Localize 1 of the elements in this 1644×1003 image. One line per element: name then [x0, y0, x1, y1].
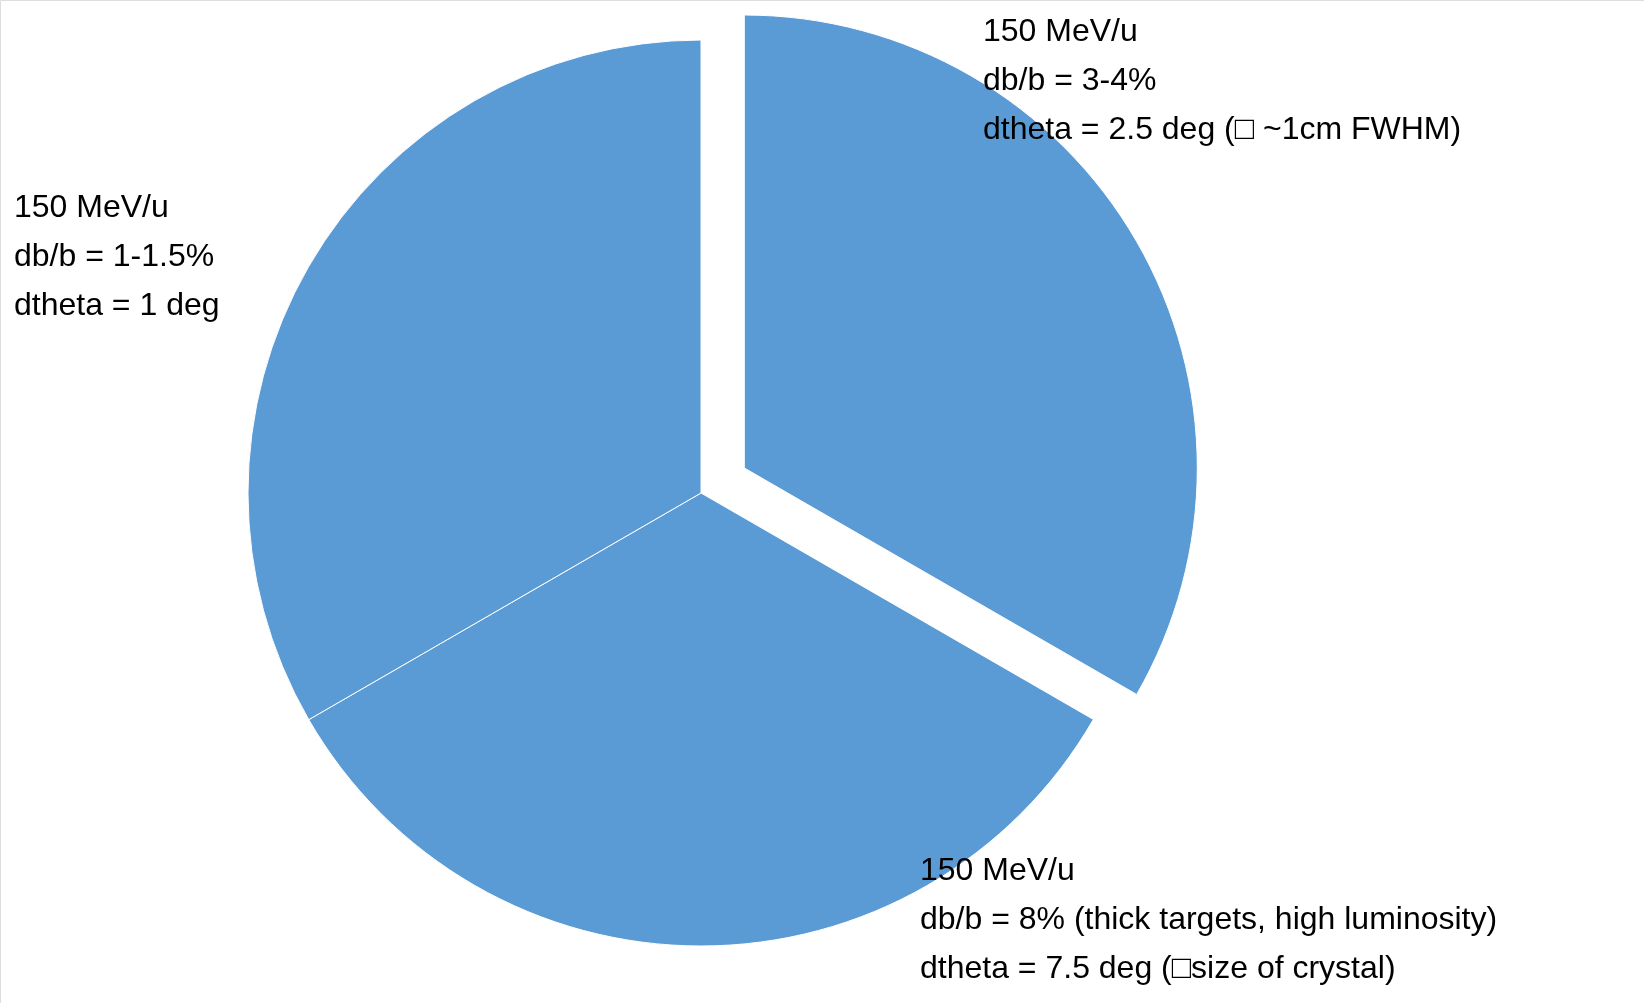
text: 150 MeV/u db/b = 1-1.5% dtheta = 1 deg: [14, 188, 220, 322]
